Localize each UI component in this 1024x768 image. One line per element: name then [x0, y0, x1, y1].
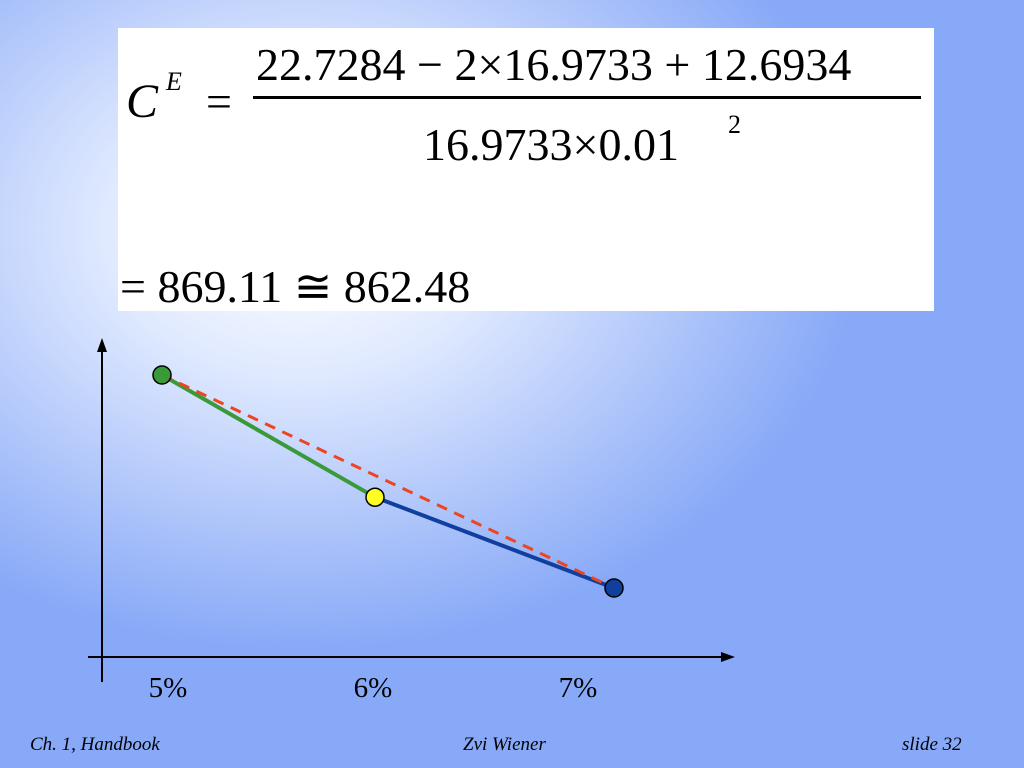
- formula-fraction-bar: [253, 96, 921, 99]
- x-tick-label-6pct: 6%: [354, 672, 393, 704]
- x-axis-arrowhead: [721, 652, 735, 662]
- footer-author: Zvi Wiener: [463, 734, 546, 755]
- chart-marks: [152, 365, 624, 598]
- x-tick-label-5pct: 5%: [149, 672, 188, 704]
- y-axis-arrowhead: [97, 338, 107, 352]
- footer-slide-number: slide 32: [902, 734, 962, 755]
- formula-numerator: 22.7284 − 2×16.9733 + 12.6934: [256, 39, 852, 90]
- formula-lhs-superscript: E: [166, 67, 182, 96]
- formula-denominator-exponent: 2: [728, 110, 741, 139]
- footer-chapter: Ch. 1, Handbook: [30, 734, 160, 755]
- data-point-6pct: [365, 487, 385, 507]
- data-point-7pct: [604, 578, 624, 598]
- x-tick-label-7pct: 7%: [559, 672, 598, 704]
- x-tick-labels: 5% 6% 7%: [149, 672, 598, 704]
- series-line-6pct-to-7pct: [374, 495, 615, 590]
- series-line-5pct-to-6pct: [161, 373, 376, 499]
- formula-lhs-symbol: C: [126, 75, 159, 128]
- formula-result-line: = 869.11 ≅ 862.48: [120, 261, 471, 312]
- formula-box: C E = 22.7284 − 2×16.9733 + 12.6934 16.9…: [118, 28, 934, 311]
- data-point-5pct: [152, 365, 172, 385]
- formula-equals-sign: =: [206, 76, 232, 127]
- series-line-5pct-to-7pct: [161, 373, 615, 590]
- formula-denominator: 16.9733×0.01: [423, 119, 679, 170]
